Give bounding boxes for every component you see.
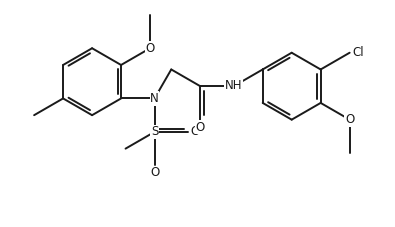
Text: O: O <box>345 113 354 126</box>
Text: O: O <box>196 121 205 133</box>
Text: N: N <box>150 92 159 105</box>
Text: Cl: Cl <box>352 46 364 59</box>
Text: NH: NH <box>225 79 243 92</box>
Text: O: O <box>145 42 155 55</box>
Text: O: O <box>150 166 159 179</box>
Text: O: O <box>191 125 200 138</box>
Text: S: S <box>151 125 158 138</box>
